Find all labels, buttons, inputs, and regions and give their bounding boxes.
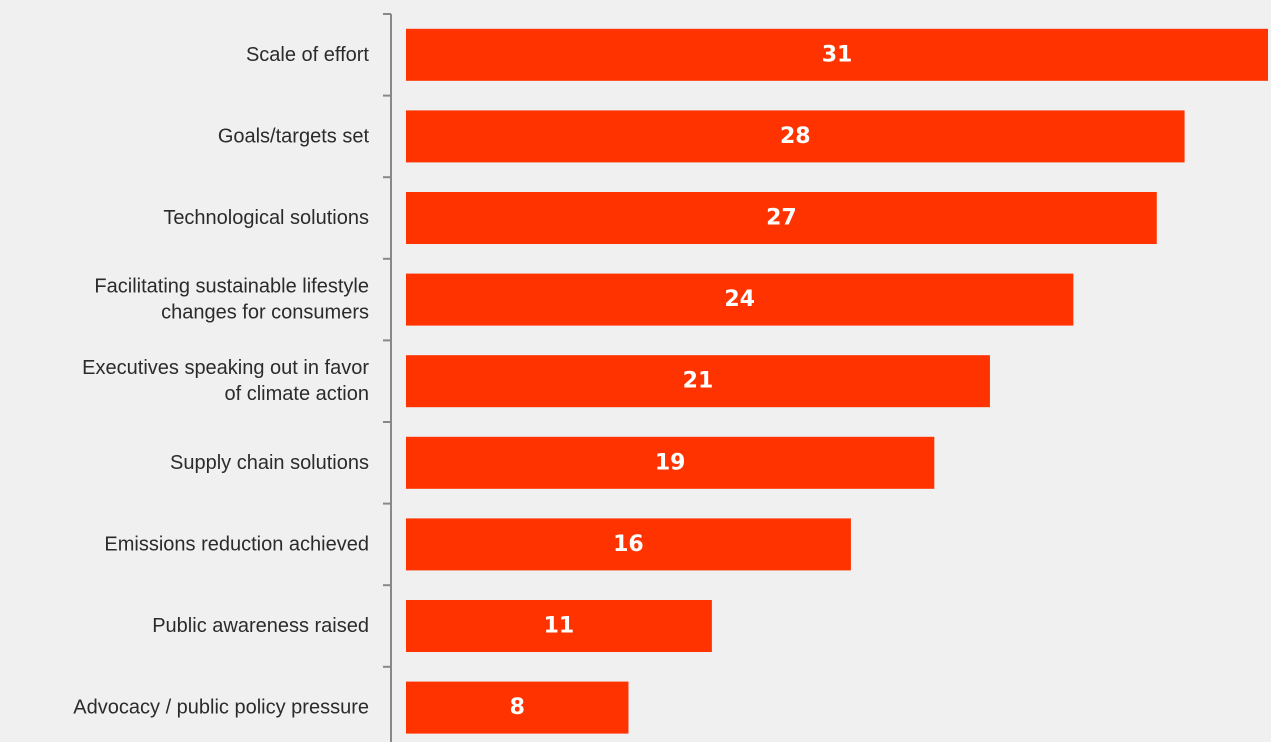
bar-value-label: 31 bbox=[822, 42, 853, 67]
bar-value-label: 24 bbox=[724, 287, 755, 312]
category-label-line: of climate action bbox=[224, 383, 369, 405]
bar-value-label: 28 bbox=[780, 124, 811, 149]
bar-value-label: 16 bbox=[613, 532, 644, 557]
bar-value-label: 11 bbox=[544, 614, 575, 639]
category-label-line: Technological solutions bbox=[163, 207, 369, 229]
category-label-line: Facilitating sustainable lifestyle bbox=[94, 276, 369, 298]
category-label-line: Goals/targets set bbox=[218, 125, 370, 147]
bar bbox=[406, 681, 629, 734]
bar-value-label: 27 bbox=[766, 206, 797, 231]
category-label-line: Emissions reduction achieved bbox=[104, 533, 369, 555]
bar bbox=[406, 110, 1185, 163]
category-label: Public awareness raised bbox=[152, 615, 369, 637]
category-label: Executives speaking out in favor of clima… bbox=[82, 357, 369, 405]
category-label-line: Supply chain solutions bbox=[170, 452, 369, 474]
bar bbox=[406, 273, 1074, 326]
category-label-line: Executives speaking out in favor bbox=[82, 357, 369, 379]
category-label: Supply chain solutions bbox=[170, 452, 369, 474]
bar bbox=[406, 355, 990, 408]
bar bbox=[406, 436, 935, 489]
category-label-line: Public awareness raised bbox=[152, 615, 369, 637]
category-label: Advocacy / public policy pressure bbox=[73, 697, 369, 719]
bar bbox=[406, 28, 1268, 81]
bar-value-label: 19 bbox=[655, 450, 686, 475]
bar bbox=[406, 192, 1157, 244]
category-label: Scale of effort bbox=[246, 44, 369, 66]
category-label: Emissions reduction achieved bbox=[104, 533, 369, 555]
category-label-line: changes for consumers bbox=[161, 302, 369, 324]
category-label: Goals/targets set bbox=[218, 125, 370, 147]
category-label-line: Advocacy / public policy pressure bbox=[73, 697, 369, 719]
category-label: Technological solutions bbox=[163, 207, 369, 229]
category-label-line: Scale of effort bbox=[246, 44, 369, 66]
category-label: Facilitating sustainable lifestyle change… bbox=[94, 276, 369, 324]
bar bbox=[406, 600, 712, 652]
bar-value-label: 8 bbox=[510, 695, 525, 720]
bar bbox=[406, 518, 851, 571]
bar-value-label: 21 bbox=[683, 369, 714, 394]
